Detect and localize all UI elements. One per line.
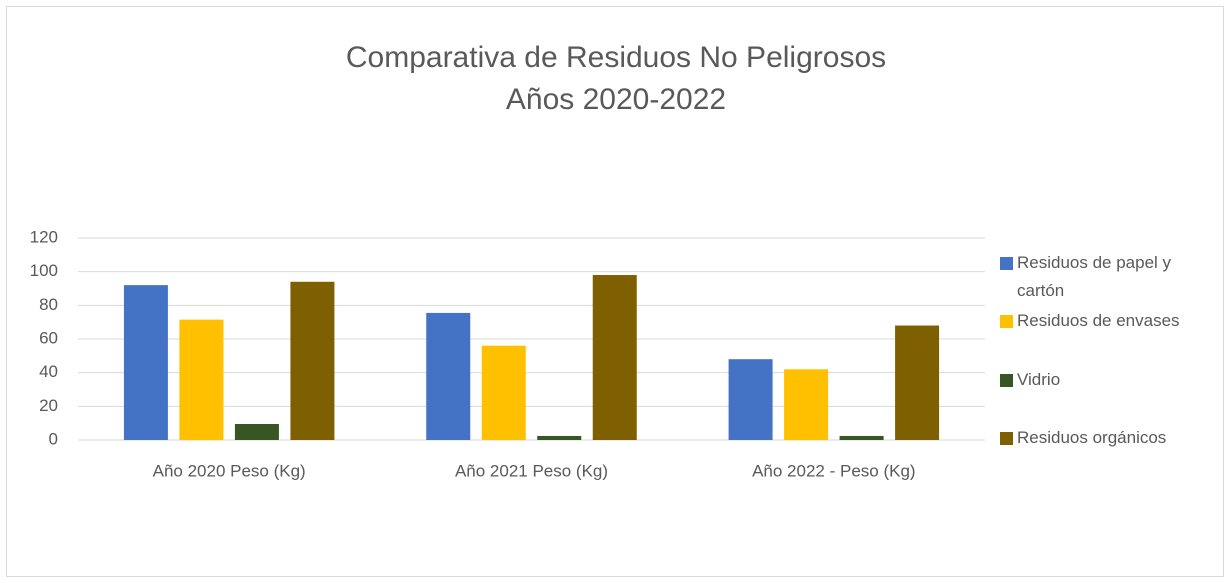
legend-label: Residuos orgánicos bbox=[1017, 427, 1167, 447]
bar bbox=[426, 312, 471, 440]
x-tick-label: Año 2022 - Peso (Kg) bbox=[752, 461, 915, 480]
bar bbox=[784, 369, 829, 440]
x-tick-label: Año 2020 Peso (Kg) bbox=[153, 461, 306, 480]
legend-swatch bbox=[1000, 315, 1013, 329]
bar bbox=[895, 325, 940, 440]
y-tick-label: 80 bbox=[39, 295, 58, 314]
y-tick-label: 100 bbox=[30, 261, 58, 280]
legend-item: Residuos de papel y cartón bbox=[1000, 249, 1210, 305]
bar bbox=[728, 359, 773, 440]
y-tick-label: 40 bbox=[39, 362, 58, 381]
legend-item: Vidrio bbox=[1000, 366, 1210, 394]
bar bbox=[123, 285, 168, 440]
bar bbox=[839, 435, 884, 440]
bar bbox=[290, 281, 335, 440]
bar bbox=[234, 424, 279, 440]
y-tick-label: 60 bbox=[39, 328, 58, 347]
legend-label: Residuos de papel y cartón bbox=[1017, 253, 1172, 300]
legend-label: Vidrio bbox=[1017, 369, 1061, 389]
bar bbox=[537, 435, 582, 440]
legend-swatch bbox=[1000, 431, 1013, 445]
y-tick-label: 20 bbox=[39, 396, 58, 415]
legend-item: Residuos orgánicos bbox=[1000, 424, 1210, 452]
y-tick-label: 0 bbox=[49, 429, 58, 448]
chart-subtitle: Años 2020-2022 bbox=[506, 83, 726, 116]
bar bbox=[592, 275, 637, 440]
legend-label: Residuos de envases bbox=[1017, 311, 1180, 331]
bar bbox=[481, 345, 526, 440]
chart-title: Comparativa de Residuos No Peligrosos bbox=[346, 41, 886, 74]
y-tick-label: 120 bbox=[30, 227, 58, 246]
bar bbox=[179, 319, 224, 440]
legend-swatch bbox=[1000, 257, 1013, 270]
legend-item: Residuos de envases bbox=[1000, 307, 1210, 335]
x-tick-label: Año 2021 Peso (Kg) bbox=[455, 461, 608, 480]
legend-swatch bbox=[1000, 373, 1013, 387]
